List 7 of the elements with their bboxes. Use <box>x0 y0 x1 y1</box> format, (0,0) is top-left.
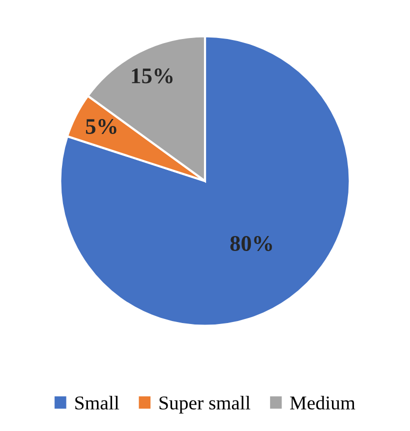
legend-label: Super small <box>160 396 250 414</box>
pie-slice <box>59 35 351 327</box>
data-label: 15% <box>132 68 173 84</box>
data-label: 80% <box>230 236 272 252</box>
data-label: 5% <box>86 118 116 134</box>
legend-label: Small <box>75 396 120 410</box>
legend-label: Medium <box>290 396 356 410</box>
